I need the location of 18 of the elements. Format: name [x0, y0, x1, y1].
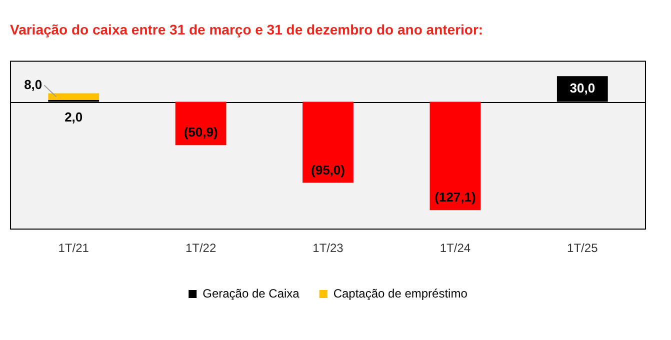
bar [430, 102, 481, 210]
x-tick-label: 1T/21 [58, 241, 90, 256]
x-tick-label: 1T/22 [185, 241, 216, 256]
data-label: 30,0 [570, 80, 596, 96]
data-label: (127,1) [434, 190, 476, 205]
data-label: (95,0) [311, 162, 345, 178]
bar [48, 93, 100, 100]
x-tick-label: 1T/23 [312, 241, 344, 256]
x-tick-label: 1T/24 [440, 241, 471, 256]
data-label: 2,0 [64, 109, 83, 124]
legend-label: Geração de Caixa [202, 286, 300, 300]
legend-label: Captação de empréstimo [333, 286, 468, 300]
x-tick-label: 1T/25 [567, 241, 598, 256]
bar [302, 102, 354, 183]
data-label: 8,0 [24, 76, 42, 92]
chart-title: Variação do caixa entre 31 de março e 31 de dezembro do ano anterior: [10, 21, 484, 38]
bar [175, 102, 226, 146]
data-label: (50,9) [184, 124, 218, 140]
